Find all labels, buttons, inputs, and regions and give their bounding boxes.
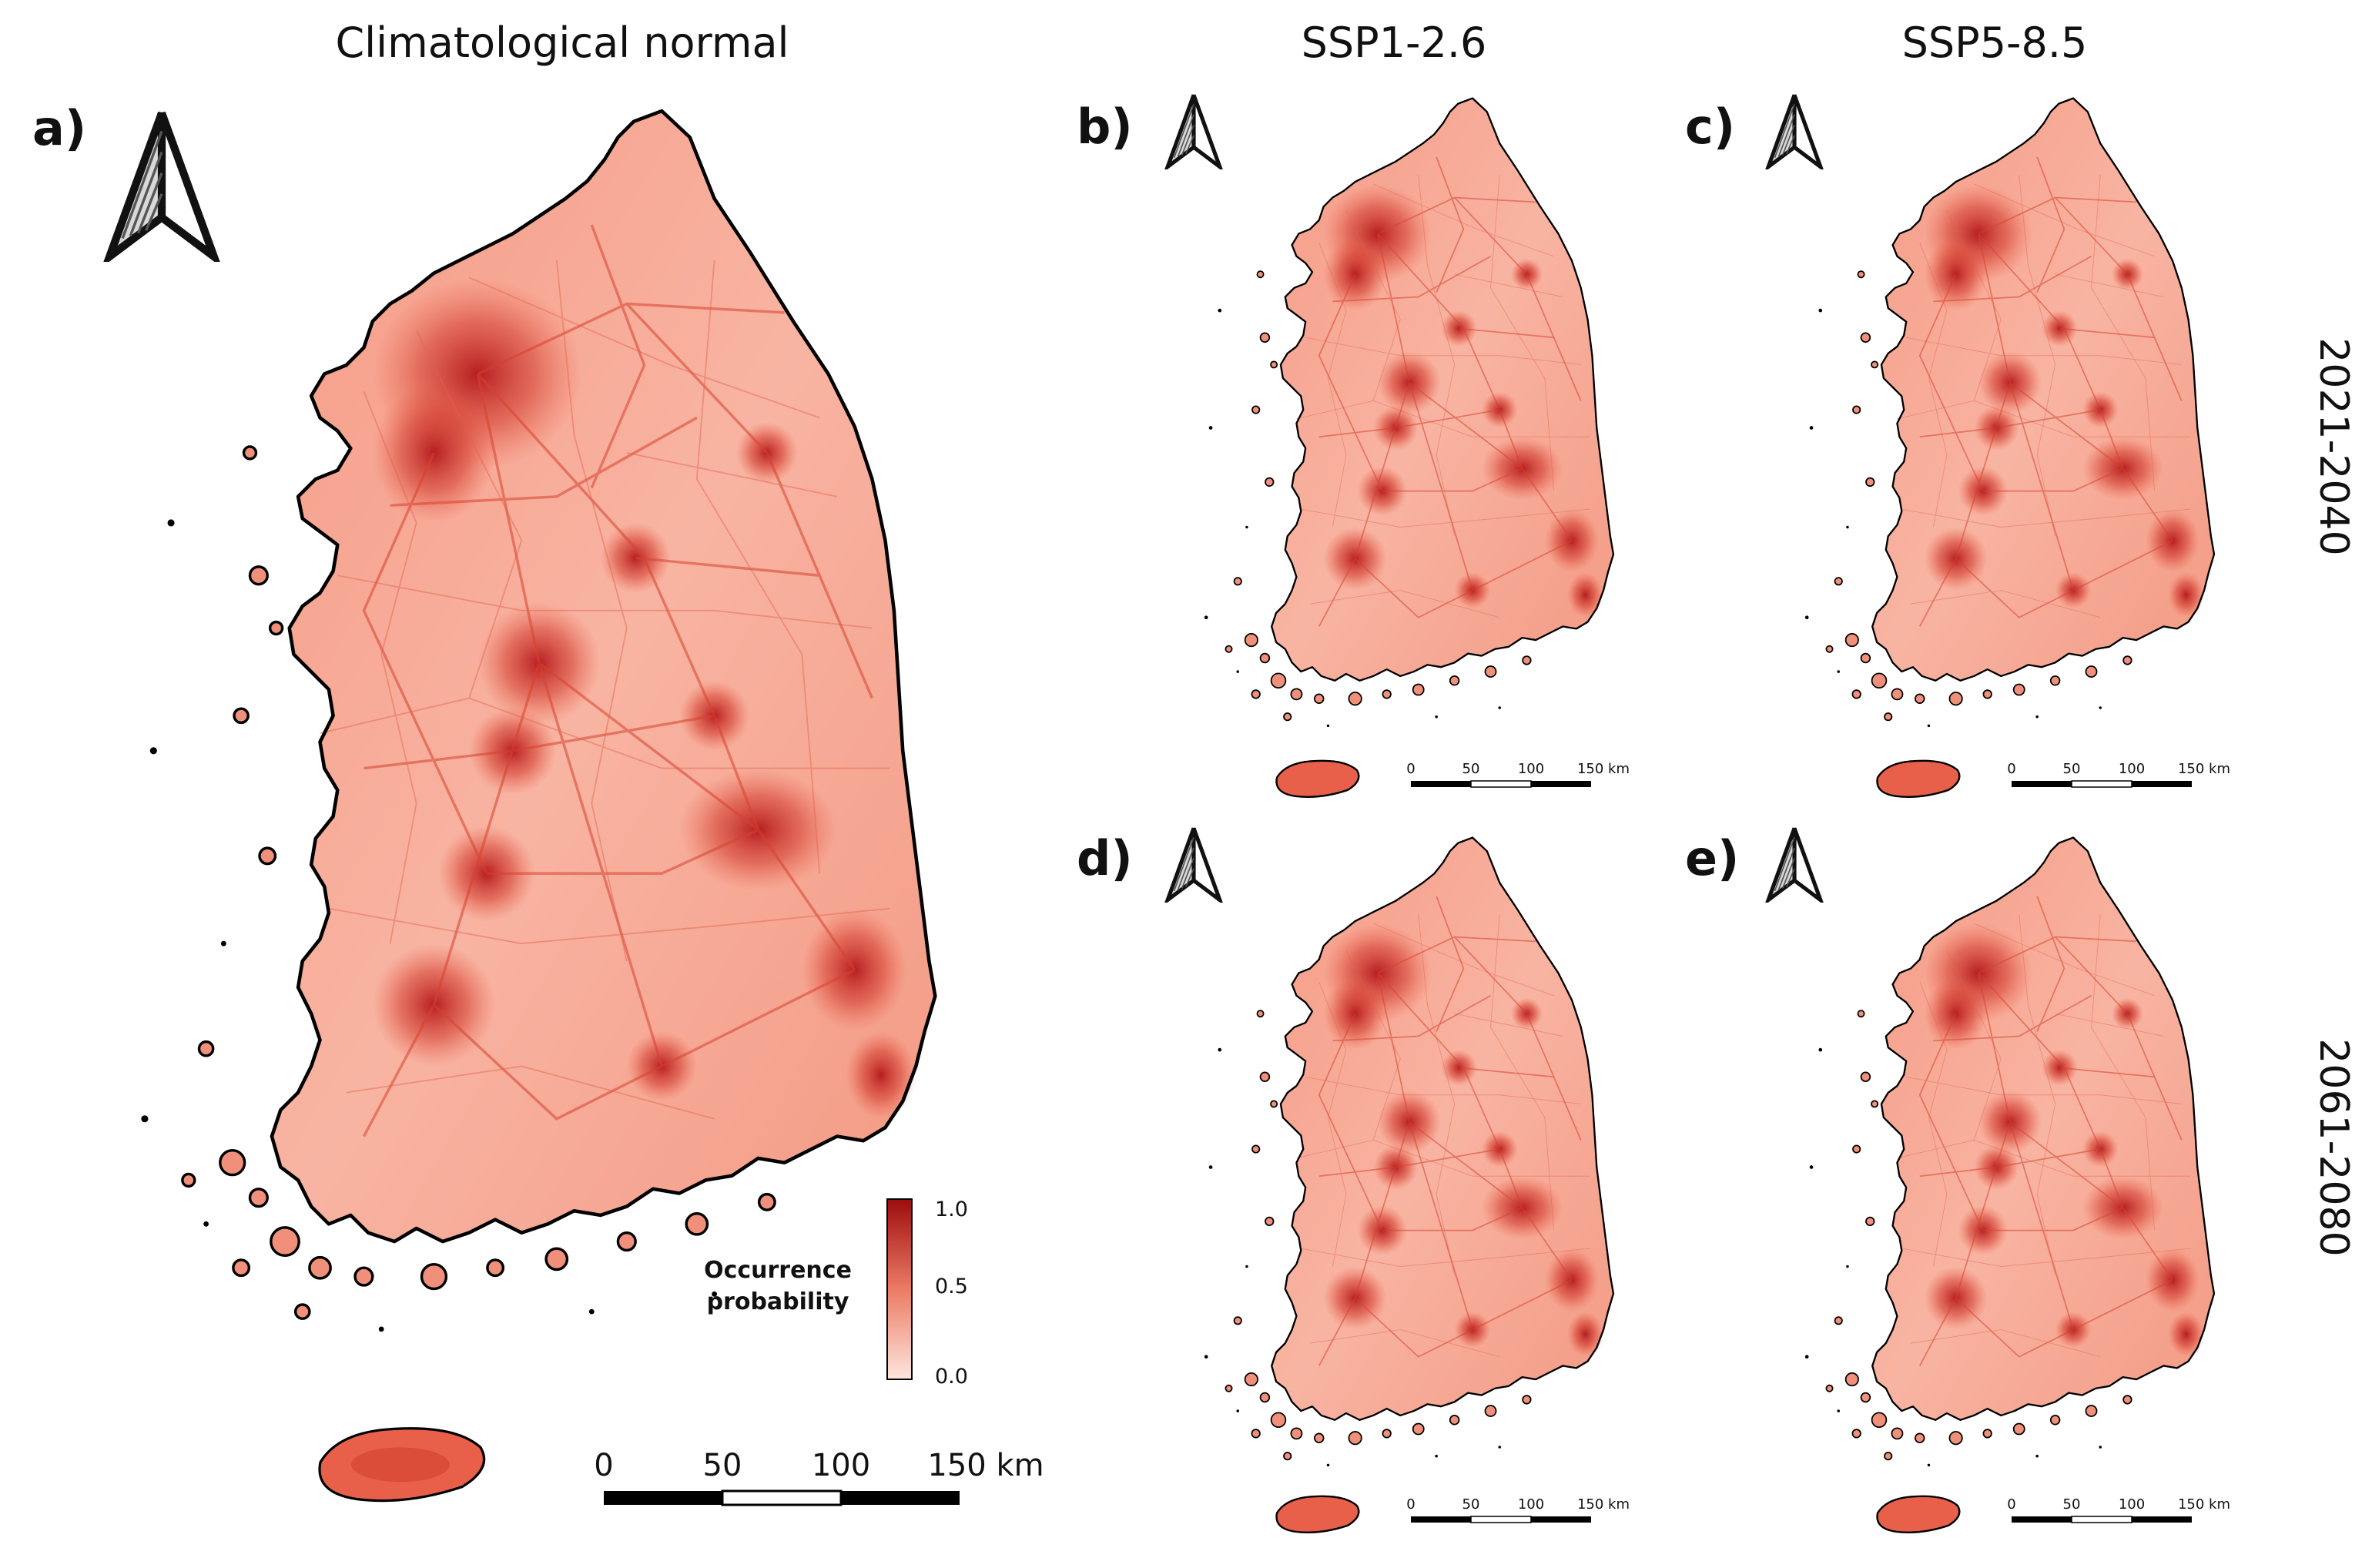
scalebar-c: 0 50 100 150 km bbox=[2007, 761, 2230, 788]
column-title-climatological-normal: Climatological normal bbox=[335, 18, 789, 67]
column-title-ssp585: SSP5-8.5 bbox=[1901, 18, 2088, 67]
legend-tick-min: 0.0 bbox=[935, 1365, 968, 1389]
jeju-island-e bbox=[1876, 1495, 1961, 1534]
map-panel-a-climatological-normal bbox=[31, 85, 1047, 1355]
legend-title: Occurrence probability bbox=[678, 1255, 878, 1318]
scalebar-tick-0: 0 bbox=[1406, 1496, 1415, 1513]
map-panel-c-ssp585-2021-2040 bbox=[1756, 85, 2264, 739]
scalebar-tick-150: 150 km bbox=[2178, 1496, 2230, 1513]
scalebar-tick-150: 150 km bbox=[2178, 761, 2230, 777]
period-label-2061-2080: 2061-2080 bbox=[2310, 1038, 2357, 1257]
scalebar-tick-100: 100 bbox=[1518, 1496, 1544, 1513]
jeju-island-c bbox=[1876, 759, 1961, 799]
panel-label-c: c) bbox=[1685, 99, 1736, 155]
scalebar-tick-0: 0 bbox=[594, 1448, 613, 1483]
scalebar-tick-50: 50 bbox=[1462, 1496, 1480, 1513]
scalebar-b: 0 50 100 150 km bbox=[1406, 761, 1630, 788]
scalebar-tick-100: 100 bbox=[2119, 761, 2145, 777]
legend-title-line2: probability bbox=[706, 1288, 849, 1315]
jeju-island-b bbox=[1275, 759, 1360, 799]
scalebar-tick-100: 100 bbox=[2119, 1496, 2145, 1513]
scalebar-tick-100: 100 bbox=[1518, 761, 1544, 777]
panel-label-d: d) bbox=[1077, 830, 1133, 886]
panel-label-a: a) bbox=[32, 100, 87, 156]
legend-title-line1: Occurrence bbox=[704, 1257, 852, 1284]
map-panel-e-ssp585-2061-2080 bbox=[1756, 824, 2264, 1479]
map-panel-d-ssp126-2061-2080 bbox=[1155, 824, 1663, 1479]
panel-label-e: e) bbox=[1685, 830, 1740, 886]
scalebar-tick-150: 150 km bbox=[1577, 1496, 1630, 1513]
scalebar-e: 0 50 100 150 km bbox=[2007, 1496, 2230, 1523]
legend-colorbar bbox=[886, 1198, 913, 1380]
scalebar-tick-150: 150 km bbox=[1577, 761, 1630, 777]
scalebar-tick-50: 50 bbox=[1462, 761, 1480, 777]
scalebar-tick-50: 50 bbox=[703, 1448, 742, 1483]
scalebar-tick-50: 50 bbox=[2063, 1496, 2081, 1513]
scalebar-tick-0: 0 bbox=[2007, 761, 2015, 777]
scalebar-tick-0: 0 bbox=[2007, 1496, 2015, 1513]
scalebar-tick-0: 0 bbox=[1406, 761, 1415, 777]
legend-tick-max: 1.0 bbox=[935, 1198, 968, 1221]
column-title-ssp126: SSP1-2.6 bbox=[1301, 18, 1487, 67]
jeju-island-a bbox=[318, 1427, 486, 1503]
map-panel-b-ssp126-2021-2040 bbox=[1155, 85, 1663, 739]
scalebar-tick-150: 150 km bbox=[927, 1448, 1044, 1483]
panel-label-b: b) bbox=[1077, 99, 1133, 155]
scalebar-d: 0 50 100 150 km bbox=[1406, 1496, 1630, 1523]
scalebar-a: 0 50 100 150 km bbox=[594, 1448, 1044, 1506]
scalebar-tick-100: 100 bbox=[812, 1448, 870, 1483]
period-label-2021-2040: 2021-2040 bbox=[2310, 337, 2357, 556]
scalebar-tick-50: 50 bbox=[2063, 761, 2081, 777]
legend-tick-mid: 0.5 bbox=[935, 1275, 968, 1298]
jeju-island-d bbox=[1275, 1495, 1360, 1534]
